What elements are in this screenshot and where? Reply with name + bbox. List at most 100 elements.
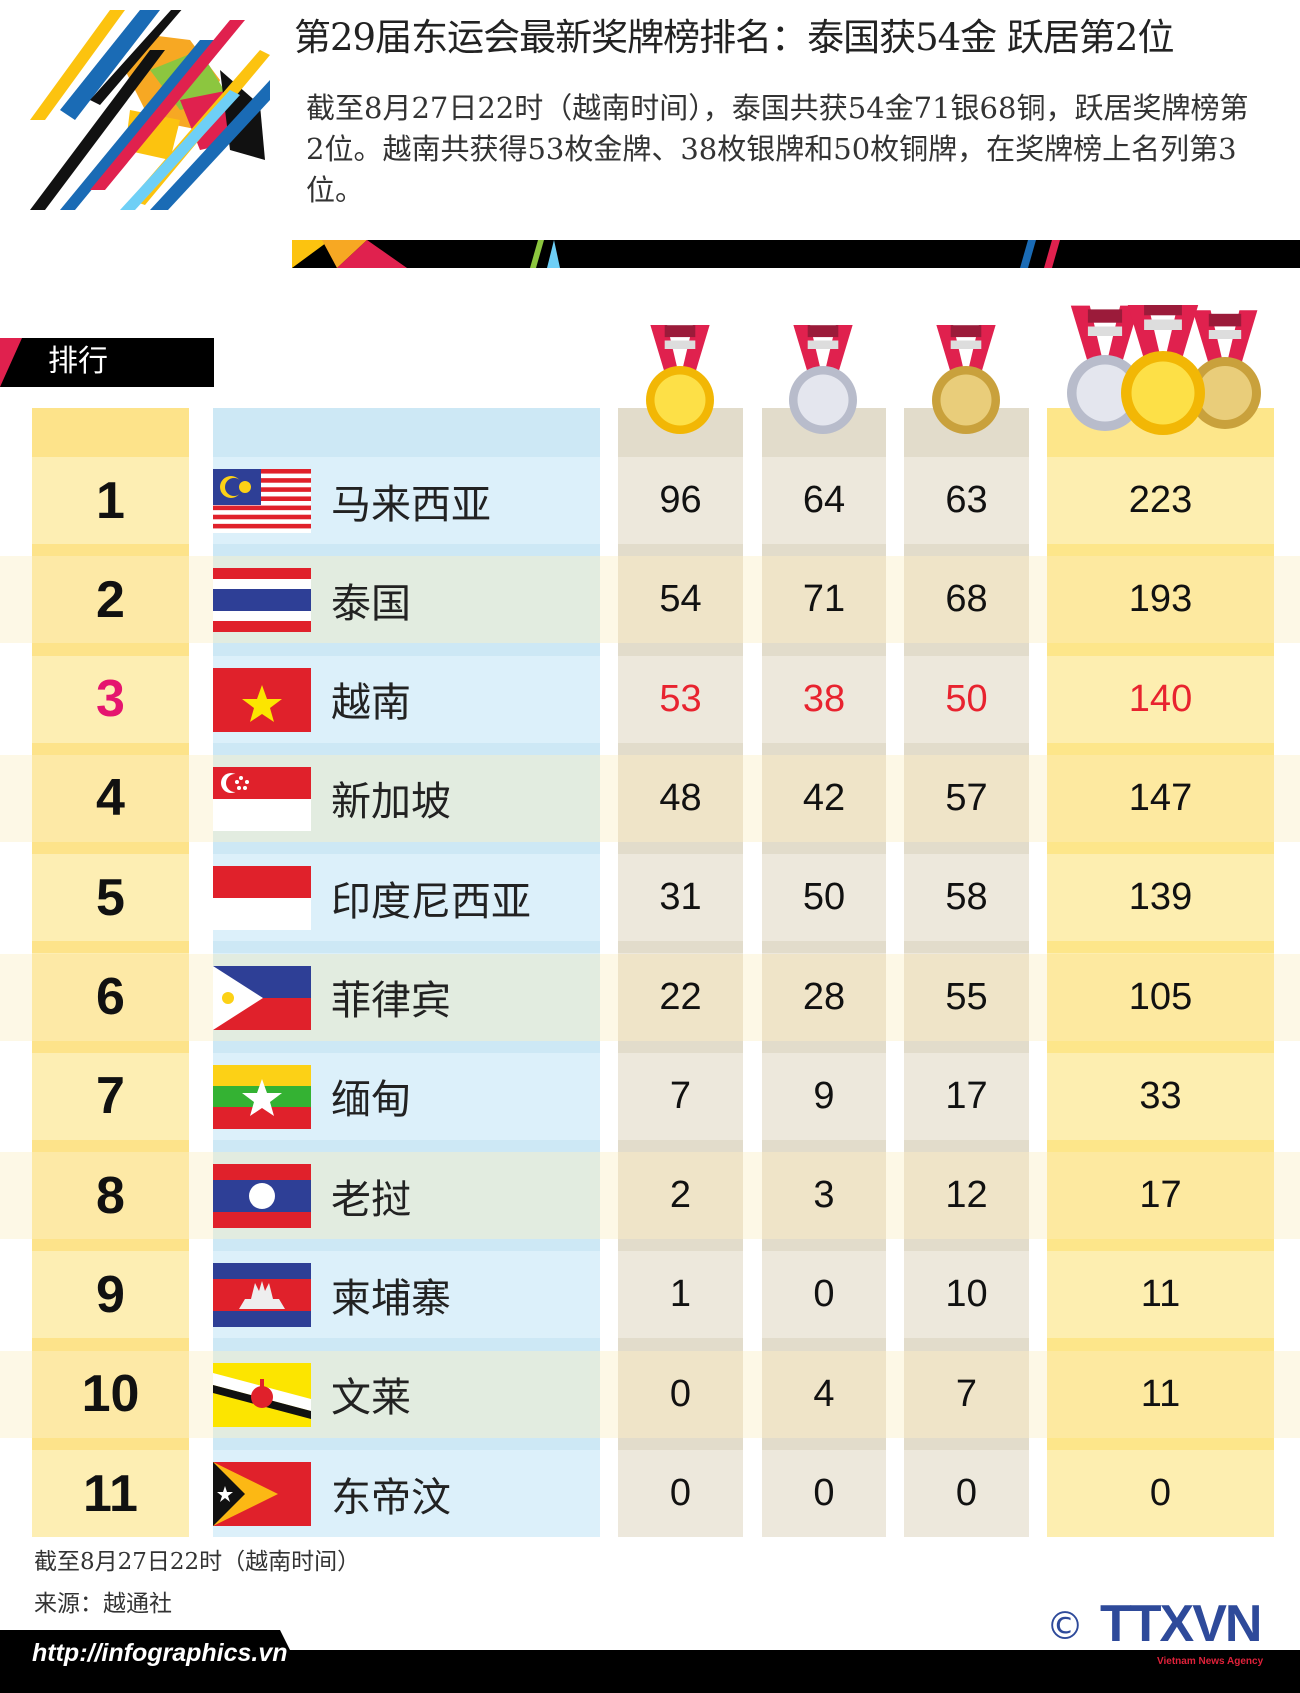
flag-singapore-icon: [213, 766, 311, 831]
source-text: 来源：越通社: [34, 1591, 172, 1617]
row-separator: [618, 742, 743, 755]
gold-count: 96: [659, 479, 702, 521]
row-separator: [762, 1437, 886, 1450]
table-row: 2 泰国 54 71 68 193: [0, 556, 1300, 644]
total-count: 17: [1139, 1174, 1182, 1217]
flag-philippines-icon: [213, 965, 311, 1030]
medal-cell-bg: [618, 1152, 743, 1240]
total-cell-bg: [1047, 1152, 1274, 1240]
row-separator: [213, 408, 600, 457]
silver-count: 42: [802, 776, 846, 819]
row-separator: [762, 1040, 886, 1053]
gold-count: 53: [659, 677, 702, 720]
row-separator: [618, 841, 743, 855]
bronze-count: 12: [945, 1174, 988, 1217]
row-separator: [32, 941, 189, 954]
row-separator: [213, 1239, 600, 1252]
medal-cell-bg: [618, 953, 743, 1041]
row-separator: [904, 1239, 1029, 1252]
rank-header: 排行: [0, 338, 214, 387]
country-cell: 泰国: [213, 556, 600, 643]
row-separator: [213, 1437, 600, 1450]
flag-brunei-icon: [213, 1362, 311, 1427]
rank-cell: 1: [96, 471, 125, 530]
flag-myanmar-icon: [213, 1064, 311, 1129]
rank-cell-bg: [32, 754, 189, 842]
country-name: 东帝汶: [331, 1474, 451, 1521]
row-separator: [1047, 1437, 1274, 1450]
table-row: 3 越南 53 38 50 140: [0, 656, 1300, 743]
country-name: 菲律宾: [331, 978, 451, 1024]
rank-cell: 3: [96, 670, 125, 729]
row-separator: [213, 643, 600, 656]
row-separator: [618, 1338, 743, 1351]
row-separator: [1047, 544, 1274, 557]
row-separator: [1047, 941, 1274, 954]
row-separator: [213, 941, 600, 954]
row-separator: [213, 1139, 600, 1153]
bronze-medal-icon: [932, 325, 1000, 434]
row-separator: [32, 1040, 189, 1053]
flag-thailand-icon: [213, 568, 311, 633]
page-title: 第29届东运会最新奖牌榜排名：泰国获54金 跃居第2位: [294, 16, 1174, 59]
table-row: 4 新加坡 48 42 57 147: [0, 754, 1300, 842]
footnote-time: 截至8月27日22时（越南时间）: [34, 1549, 361, 1575]
bronze-count: 0: [955, 1472, 978, 1514]
agency-logo: TTXVN: [1100, 1595, 1262, 1653]
decorative-stripe: [292, 240, 1300, 268]
bronze-count: 55: [945, 975, 988, 1018]
total-cell-bg: [1047, 953, 1274, 1041]
agency-tagline: Vietnam News Agency: [1157, 1656, 1264, 1667]
medal-cell-bg: [904, 754, 1029, 842]
table-row: 7 缅甸 7 9 17 33: [0, 1053, 1300, 1140]
rank-cell: 9: [96, 1265, 125, 1324]
country-cell: 新加坡: [213, 755, 600, 842]
row-separator: [762, 841, 886, 855]
rank-cell-bg: [32, 1350, 189, 1438]
row-separator: [762, 1338, 886, 1351]
row-separator: [618, 1040, 743, 1053]
row-separator: [213, 1338, 600, 1351]
row-separator: [762, 742, 886, 755]
medal-cell-bg: [904, 953, 1029, 1041]
bronze-count: 10: [945, 1273, 988, 1316]
copyright-icon: ©: [1046, 1604, 1084, 1648]
row-separator: [32, 544, 189, 557]
row-separator: [762, 941, 886, 954]
total-count: 0: [1149, 1472, 1172, 1514]
country-name: 印度尼西亚: [331, 878, 531, 925]
row-separator: [904, 544, 1029, 557]
total-cell-bg: [1047, 1350, 1274, 1438]
row-separator: [762, 544, 886, 557]
url-tab: [0, 1630, 300, 1670]
flag-cambodia-icon: [213, 1263, 311, 1328]
row-separator: [213, 841, 600, 855]
country-cell: 东帝汶: [213, 1450, 600, 1537]
rank-cell: 6: [96, 968, 125, 1026]
country-name: 柬埔寨: [331, 1275, 451, 1322]
total-count: 33: [1139, 1074, 1182, 1117]
all-medals-icon: [1067, 305, 1261, 435]
table-row: 11 东帝汶 0 0 0 0: [0, 1450, 1300, 1537]
table-row: 8 老挝 2 3 12 17: [0, 1152, 1300, 1240]
table-row: 6 菲律宾 22 28 55 105: [0, 953, 1300, 1041]
row-separator: [32, 1437, 189, 1450]
medal-cell-bg: [904, 1152, 1029, 1240]
rank-cell: 7: [96, 1067, 125, 1126]
medal-cell-bg: [762, 1152, 886, 1240]
rank-cell: 8: [96, 1166, 125, 1225]
total-cell-bg: [1047, 754, 1274, 842]
row-separator: [762, 1139, 886, 1153]
row-separator: [1047, 742, 1274, 755]
silver-count: 0: [813, 1472, 835, 1514]
total-count: 139: [1128, 876, 1193, 919]
medal-cell-bg: [618, 556, 743, 644]
row-separator: [904, 841, 1029, 855]
country-cell: 缅甸: [213, 1053, 600, 1140]
country-cell: 越南: [213, 656, 600, 743]
website-link[interactable]: http://infographics.vn: [32, 1639, 288, 1667]
row-separator: [904, 1437, 1029, 1450]
row-separator: [32, 742, 189, 755]
country-name: 马来西亚: [331, 481, 491, 528]
gold-count: 48: [659, 776, 702, 819]
